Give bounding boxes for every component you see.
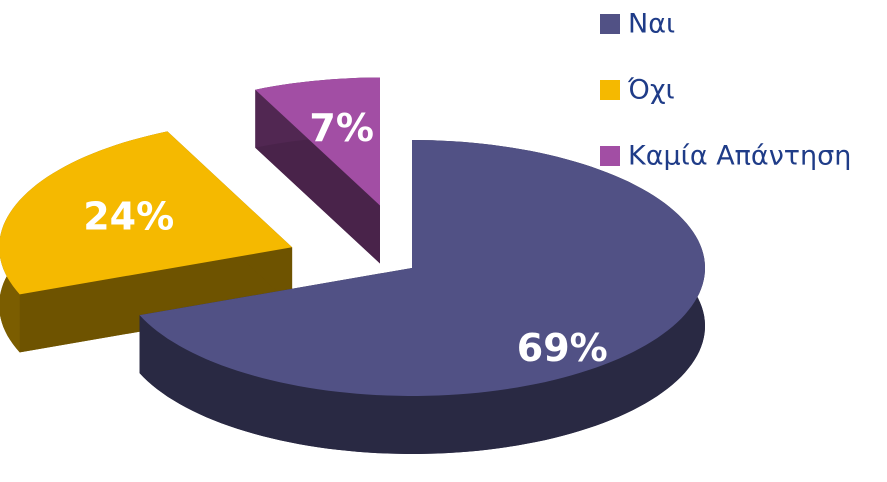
slice [255,77,380,264]
legend-label: Καμία Απάντηση [628,141,851,172]
slice [139,140,706,454]
legend-swatch [600,14,620,34]
data-label: 69% [517,326,608,370]
slice-top [0,131,293,295]
legend-swatch [600,146,620,166]
slice-wall [19,247,293,353]
legend-swatch [600,80,620,100]
data-label: 24% [83,194,174,238]
legend-label: Όχι [627,75,675,106]
legend-label: Ναι [628,9,675,40]
data-label: 7% [309,106,374,150]
slice-top [255,77,380,206]
slice-top [139,140,706,396]
